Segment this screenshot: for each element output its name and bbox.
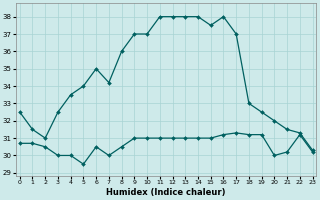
X-axis label: Humidex (Indice chaleur): Humidex (Indice chaleur) [107, 188, 226, 197]
